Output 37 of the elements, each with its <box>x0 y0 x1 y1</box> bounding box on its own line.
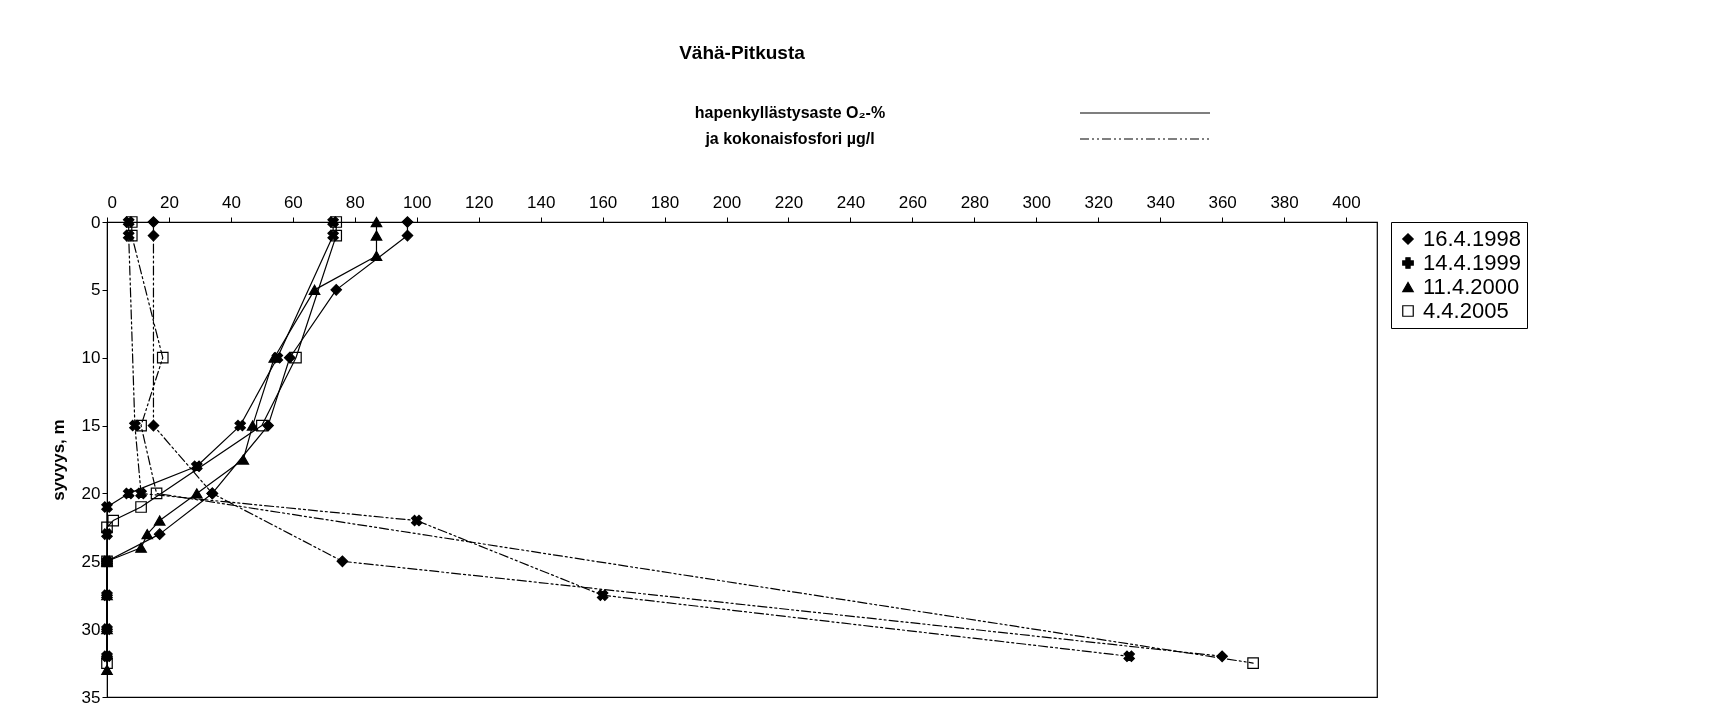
x-tick-label: 20 <box>159 192 179 212</box>
x-tick-label: 160 <box>588 192 618 212</box>
x-tick-label: 400 <box>1332 192 1361 212</box>
y-tick-label: 25 <box>81 551 101 571</box>
x-tick-label: 0 <box>107 192 117 212</box>
y-tick-label: 15 <box>81 416 101 436</box>
text: ja kokonaisfosfori µg/l <box>704 130 876 148</box>
x-tick-label: 360 <box>1208 192 1237 212</box>
legend-label: 11.4.2000 <box>1423 274 1520 299</box>
x-tick-label: 120 <box>465 192 494 212</box>
x-tick-label: 180 <box>650 192 680 212</box>
y-tick-label: 0 <box>91 212 101 232</box>
x-tick-label: 40 <box>221 192 241 212</box>
x-tick-label: 60 <box>283 192 303 212</box>
x-tick-label: 300 <box>1022 192 1051 212</box>
y-tick-label: 30 <box>81 619 101 639</box>
legend-label: 4.4.2005 <box>1423 298 1509 323</box>
x-tick-label: 320 <box>1084 192 1113 212</box>
x-tick-label: 200 <box>712 192 742 212</box>
text: hapenkyllästysaste O₂-% <box>693 104 887 122</box>
y-tick-label: 5 <box>91 280 101 300</box>
x-tick-label: 260 <box>898 192 928 212</box>
x-tick-label: 280 <box>960 192 989 212</box>
x-tick-label: 380 <box>1270 192 1299 212</box>
legend-label: 14.4.1999 <box>1423 250 1521 275</box>
y-tick-label: 10 <box>81 348 101 368</box>
legend-label: 16.4.1998 <box>1423 226 1521 251</box>
x-tick-label: 100 <box>403 192 432 212</box>
x-tick-label: 220 <box>774 192 804 212</box>
x-tick-label: 80 <box>345 192 365 212</box>
y-tick-label: 20 <box>81 483 101 503</box>
y-tick-label: 35 <box>81 687 101 707</box>
chart-title: Vähä-Pitkusta <box>679 42 806 63</box>
y-axis-title: syvyys, m <box>48 419 68 501</box>
x-tick-label: 240 <box>836 192 866 212</box>
x-tick-label: 340 <box>1146 192 1175 212</box>
x-tick-label: 140 <box>526 192 556 212</box>
